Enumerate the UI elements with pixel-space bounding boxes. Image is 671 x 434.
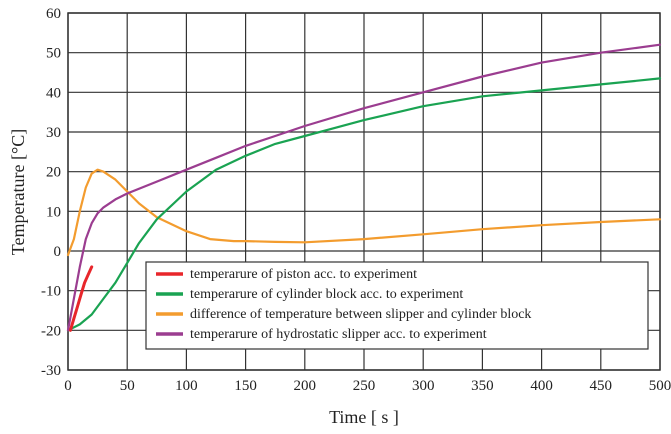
y-tick-label: 40 — [46, 85, 61, 101]
y-tick-label: -20 — [41, 323, 61, 339]
x-tick-label: 250 — [353, 378, 376, 394]
x-tick-label: 500 — [649, 378, 671, 394]
x-tick-label: 350 — [471, 378, 494, 394]
series-line-1 — [66, 77, 662, 332]
x-tick-label: 450 — [590, 378, 613, 394]
x-tick-label: 200 — [294, 378, 317, 394]
y-tick-label: 30 — [46, 125, 61, 141]
x-tick-label: 300 — [412, 378, 435, 394]
series-line-3 — [66, 43, 662, 332]
legend-entry: difference of temperature between slippe… — [190, 307, 531, 322]
x-tick-labels: 0 50 100 150 200 250 300 350 400 450 500 — [64, 378, 671, 394]
y-tick-label: 20 — [46, 165, 61, 181]
x-axis-label: Time [ s ] — [329, 407, 399, 427]
y-axis-label: Temperature [°C] — [8, 129, 28, 255]
x-tick-label: 400 — [530, 378, 553, 394]
y-tick-label: 50 — [46, 46, 61, 62]
legend-entry: temperarure of hydrostatic slipper acc. … — [190, 327, 487, 342]
series-line-0 — [68, 265, 94, 332]
x-tick-label: 0 — [64, 378, 72, 394]
legend: temperarure of piston acc. to experiment… — [145, 261, 649, 350]
y-tick-label: 60 — [46, 6, 61, 22]
y-tick-labels: -30 -20 -10 0 10 20 30 40 50 60 — [41, 6, 61, 379]
legend-entry: temperarure of piston acc. to experiment — [190, 267, 417, 282]
y-tick-label: -30 — [41, 363, 61, 379]
series-line-2 — [66, 168, 662, 257]
series-lines — [66, 43, 662, 332]
x-tick-label: 150 — [234, 378, 257, 394]
y-tick-label: 10 — [46, 204, 61, 220]
x-tick-label: 50 — [120, 378, 135, 394]
x-tick-label: 100 — [175, 378, 198, 394]
y-tick-label: 0 — [54, 244, 62, 260]
y-tick-label: -10 — [41, 284, 61, 300]
legend-box — [145, 261, 649, 350]
legend-entry: temperarure of cylinder block acc. to ex… — [190, 287, 463, 302]
